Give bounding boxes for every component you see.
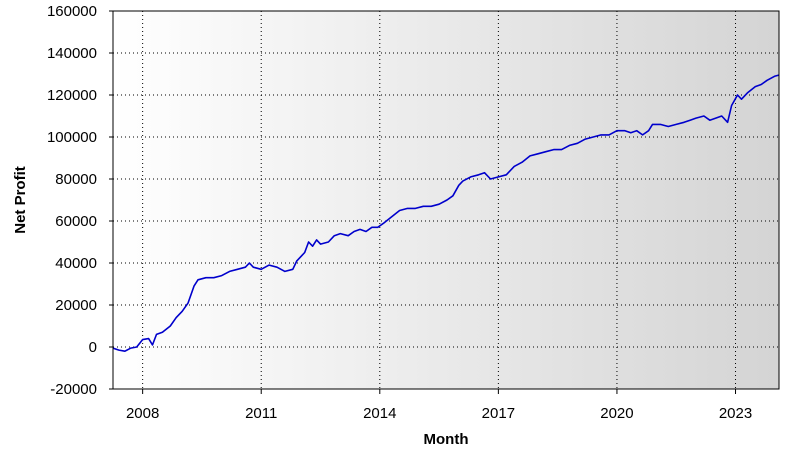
x-tick-label: 2014 [363,405,396,422]
x-tick-label: 2020 [600,405,633,422]
y-tick-label: 80000 [55,171,97,188]
y-tick-label: 160000 [47,3,97,20]
plot-border [112,10,780,390]
x-axis-title: Month [424,431,469,448]
y-tick-label: 60000 [55,213,97,230]
x-axis-ticks: 2008 2011 2014 2017 2020 2023 [126,389,752,422]
y-tick-label: 140000 [47,45,97,62]
x-tick-label: 2017 [482,405,515,422]
y-axis-ticks: -20000 0 20000 40000 60000 80000 100000 120000 1… [47,3,113,398]
x-tick-label: 2008 [126,405,159,422]
net-profit-series-line [113,74,779,352]
y-tick-label: -20000 [50,381,97,398]
y-tick-label: 40000 [55,255,97,272]
y-tick-label: 0 [89,339,97,356]
y-tick-label: 100000 [47,129,97,146]
y-axis-title: Net Profit [12,166,29,234]
series-layer [113,74,779,352]
x-tick-label: 2023 [719,405,752,422]
x-tick-label: 2011 [245,405,277,422]
y-tick-label: 20000 [55,297,97,314]
y-tick-label: 120000 [47,87,97,104]
grid-lines [113,11,779,389]
